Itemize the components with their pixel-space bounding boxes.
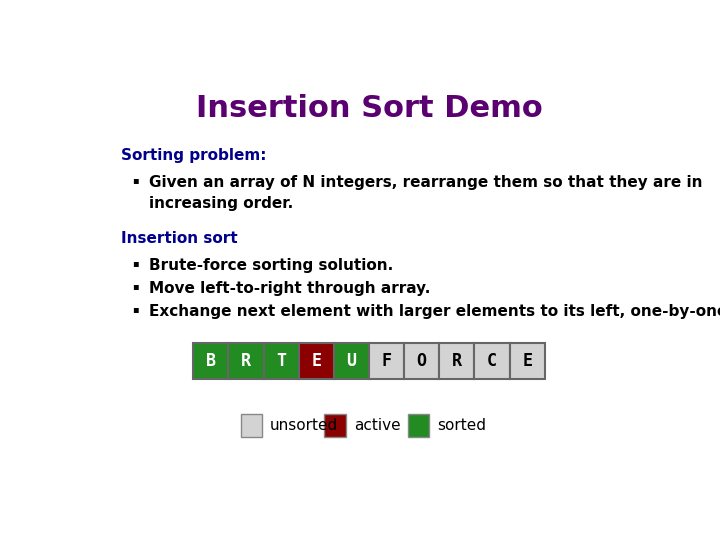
Text: C: C	[487, 352, 497, 370]
FancyBboxPatch shape	[334, 343, 369, 379]
FancyBboxPatch shape	[240, 414, 262, 437]
Text: active: active	[354, 418, 400, 433]
Text: Given an array of N integers, rearrange them so that they are in: Given an array of N integers, rearrange …	[148, 175, 702, 190]
Text: ▪: ▪	[132, 281, 138, 291]
FancyBboxPatch shape	[228, 343, 264, 379]
Text: increasing order.: increasing order.	[148, 196, 293, 211]
Text: Move left-to-right through array.: Move left-to-right through array.	[148, 281, 430, 296]
Text: F: F	[382, 352, 392, 370]
Text: E: E	[522, 352, 532, 370]
FancyBboxPatch shape	[193, 343, 228, 379]
Text: ▪: ▪	[132, 304, 138, 314]
Text: ▪: ▪	[132, 258, 138, 268]
FancyBboxPatch shape	[404, 343, 439, 379]
FancyBboxPatch shape	[474, 343, 510, 379]
Text: O: O	[417, 352, 427, 370]
FancyBboxPatch shape	[369, 343, 404, 379]
Text: ▪: ▪	[132, 175, 138, 185]
Text: Exchange next element with larger elements to its left, one-by-one.: Exchange next element with larger elemen…	[148, 304, 720, 319]
FancyBboxPatch shape	[510, 343, 545, 379]
Text: R: R	[452, 352, 462, 370]
Text: Insertion sort: Insertion sort	[121, 231, 238, 246]
Text: sorted: sorted	[438, 418, 487, 433]
FancyBboxPatch shape	[299, 343, 334, 379]
Text: unsorted: unsorted	[270, 418, 338, 433]
Text: U: U	[346, 352, 356, 370]
Text: Brute-force sorting solution.: Brute-force sorting solution.	[148, 258, 393, 273]
FancyBboxPatch shape	[408, 414, 429, 437]
Text: E: E	[311, 352, 321, 370]
Text: Insertion Sort Demo: Insertion Sort Demo	[196, 94, 542, 123]
Text: Sorting problem:: Sorting problem:	[121, 148, 266, 163]
Text: B: B	[206, 352, 216, 370]
Text: R: R	[241, 352, 251, 370]
FancyBboxPatch shape	[324, 414, 346, 437]
FancyBboxPatch shape	[264, 343, 299, 379]
FancyBboxPatch shape	[439, 343, 474, 379]
Text: T: T	[276, 352, 286, 370]
